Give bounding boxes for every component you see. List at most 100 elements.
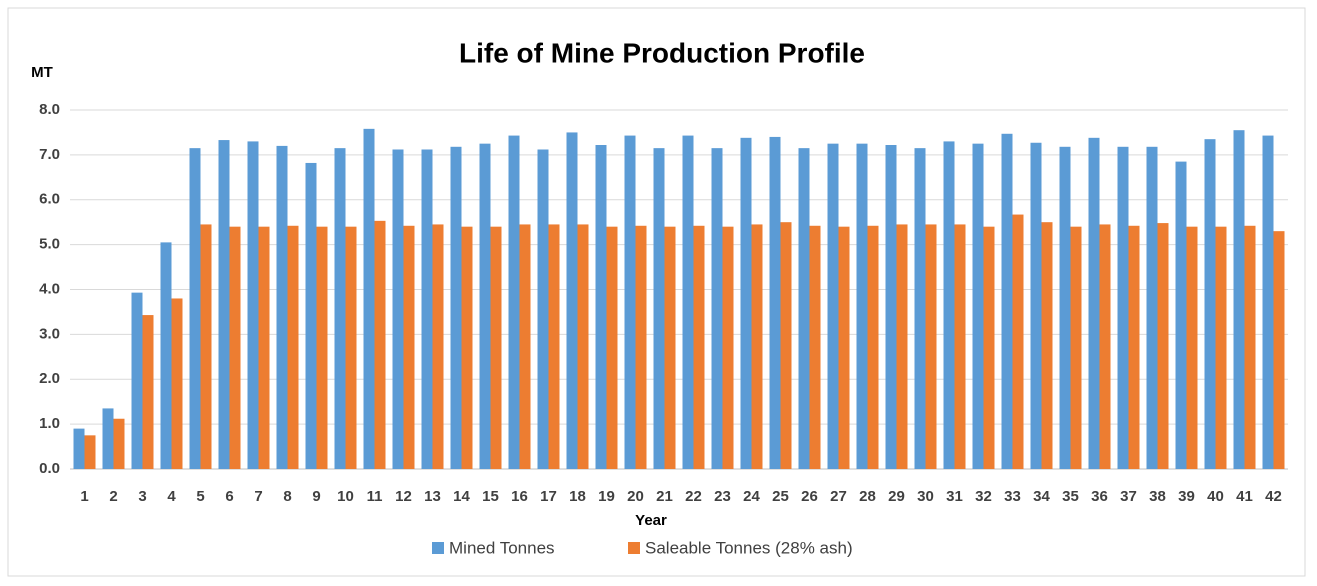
legend-label: Saleable Tonnes (28% ash): [645, 538, 853, 557]
x-tick-label: 31: [946, 488, 963, 505]
y-tick-label: 3.0: [39, 325, 60, 342]
bar: [305, 162, 317, 469]
bar: [461, 226, 473, 469]
x-tick-label: 13: [424, 488, 441, 505]
bar: [247, 141, 259, 469]
y-tick-label: 7.0: [39, 146, 60, 163]
bar: [827, 143, 839, 469]
x-tick-label: 12: [395, 488, 412, 505]
y-tick-label: 2.0: [39, 370, 60, 387]
bar: [1262, 135, 1274, 470]
bar: [595, 145, 607, 469]
bar: [751, 224, 763, 469]
bar: [218, 140, 230, 469]
bar: [653, 148, 665, 470]
x-tick-label: 22: [685, 488, 702, 505]
x-tick-label: 9: [312, 488, 320, 505]
bar: [925, 224, 937, 469]
bar: [885, 145, 897, 469]
bar: [392, 149, 404, 470]
bar: [1146, 146, 1158, 470]
x-tick-label: 11: [367, 488, 383, 505]
bar: [954, 224, 966, 469]
bar: [1204, 139, 1216, 469]
bar: [1128, 225, 1140, 469]
bar: [334, 148, 346, 470]
bar: [856, 143, 868, 469]
bar: [1186, 226, 1198, 469]
legend-label: Mined Tonnes: [449, 538, 555, 557]
bar: [200, 224, 212, 469]
bar: [577, 224, 589, 469]
legend-swatch: [628, 542, 640, 554]
bar: [1012, 214, 1024, 469]
bar: [450, 146, 462, 470]
bar: [711, 148, 723, 470]
bar: [693, 225, 705, 469]
bar: [1157, 223, 1169, 469]
x-tick-label: 10: [337, 488, 354, 505]
bar: [537, 149, 549, 470]
x-tick-label: 34: [1033, 488, 1050, 505]
x-tick-label: 37: [1120, 488, 1137, 505]
y-tick-label: 6.0: [39, 191, 60, 208]
x-tick-label: 36: [1091, 488, 1108, 505]
x-tick-label: 6: [225, 488, 233, 505]
x-tick-label: 15: [482, 488, 499, 505]
x-tick-label: 7: [254, 488, 262, 505]
x-axis-label: Year: [635, 512, 667, 529]
x-tick-label: 33: [1004, 488, 1021, 505]
x-tick-label: 40: [1207, 488, 1224, 505]
bar: [363, 128, 375, 469]
bar: [624, 135, 636, 470]
bar: [316, 226, 328, 469]
bar: [421, 149, 433, 470]
x-tick-label: 8: [283, 488, 291, 505]
bar: [983, 226, 995, 469]
bar: [345, 226, 357, 469]
bar: [160, 242, 172, 469]
bar: [809, 225, 821, 469]
bar: [102, 408, 114, 469]
x-tick-label: 42: [1265, 488, 1282, 505]
bar: [682, 135, 694, 470]
bar: [1099, 224, 1111, 469]
x-tick-label: 27: [830, 488, 847, 505]
x-tick-label: 4: [167, 488, 176, 505]
chart-title: Life of Mine Production Profile: [459, 37, 865, 68]
bar: [1059, 146, 1071, 470]
bar: [1175, 161, 1187, 469]
bar: [73, 428, 85, 469]
bar: [1041, 222, 1053, 469]
bar: [722, 226, 734, 469]
bar: [1001, 133, 1013, 469]
x-tick-label: 14: [453, 488, 470, 505]
bar: [635, 225, 647, 469]
bar: [1070, 226, 1082, 469]
bar: [1233, 130, 1245, 469]
bar: [606, 226, 618, 469]
bar: [276, 145, 288, 469]
y-tick-label: 8.0: [39, 101, 60, 118]
bar: [374, 220, 386, 469]
y-tick-label: 4.0: [39, 280, 60, 297]
bar: [490, 226, 502, 469]
x-tick-label: 17: [540, 488, 557, 505]
bar: [1088, 137, 1100, 469]
x-tick-label: 3: [138, 488, 146, 505]
x-tick-label: 41: [1236, 488, 1253, 505]
bar: [403, 225, 415, 469]
x-tick-label: 19: [598, 488, 615, 505]
x-tick-label: 29: [888, 488, 905, 505]
x-tick-label: 26: [801, 488, 818, 505]
y-axis-label: MT: [31, 64, 53, 81]
bar: [1244, 225, 1256, 469]
bar: [1273, 231, 1285, 469]
bar: [432, 224, 444, 469]
x-tick-label: 25: [772, 488, 789, 505]
y-tick-label: 1.0: [39, 415, 60, 432]
y-tick-label: 5.0: [39, 236, 60, 253]
x-tick-label: 21: [656, 488, 673, 505]
bar: [229, 226, 241, 469]
